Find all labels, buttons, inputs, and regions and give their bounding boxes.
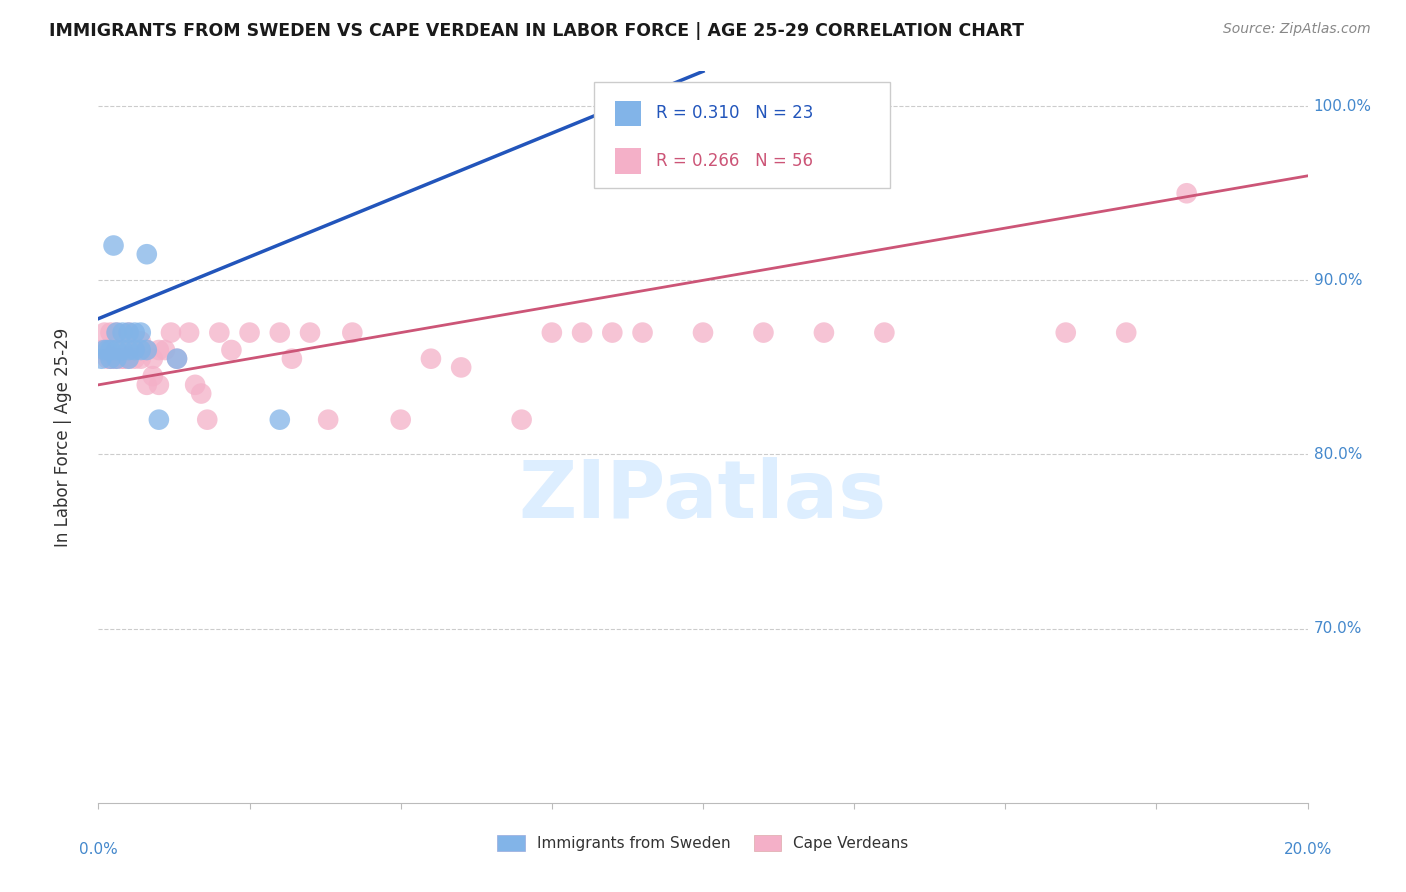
Point: [124, 326, 146, 340]
Point: [148, 377, 170, 392]
Point: [269, 326, 291, 340]
Point: [142, 351, 165, 366]
Point: [208, 326, 231, 340]
Point: [129, 343, 152, 357]
Point: [813, 326, 835, 340]
Point: [221, 343, 243, 357]
Point: [184, 377, 207, 392]
Point: [105, 326, 128, 340]
Point: [93, 326, 115, 340]
Point: [118, 326, 141, 340]
Text: IMMIGRANTS FROM SWEDEN VS CAPE VERDEAN IN LABOR FORCE | AGE 25-29 CORRELATION CH: IMMIGRANTS FROM SWEDEN VS CAPE VERDEAN I…: [49, 22, 1024, 40]
Point: [342, 326, 364, 340]
Point: [100, 343, 122, 357]
Point: [105, 351, 128, 366]
Point: [1054, 326, 1077, 340]
Y-axis label: In Labor Force | Age 25-29: In Labor Force | Age 25-29: [53, 327, 72, 547]
Point: [602, 326, 624, 340]
Point: [420, 351, 443, 366]
Legend: Immigrants from Sweden, Cape Verdeans: Immigrants from Sweden, Cape Verdeans: [491, 830, 915, 857]
Point: [692, 326, 714, 340]
Point: [100, 351, 122, 366]
Point: [142, 369, 165, 384]
Point: [118, 351, 141, 366]
Text: 0.0%: 0.0%: [79, 842, 118, 856]
Text: 100.0%: 100.0%: [1313, 99, 1372, 113]
Point: [124, 343, 146, 357]
Point: [124, 343, 146, 357]
Point: [135, 247, 157, 261]
Point: [299, 326, 322, 340]
Point: [631, 326, 654, 340]
Text: 80.0%: 80.0%: [1313, 447, 1362, 462]
Point: [166, 351, 188, 366]
Point: [111, 351, 134, 366]
Point: [90, 351, 112, 366]
Point: [118, 350, 141, 364]
Point: [1175, 186, 1198, 201]
Point: [135, 343, 157, 357]
Point: [90, 343, 112, 357]
Point: [873, 326, 896, 340]
Point: [100, 326, 122, 340]
Point: [105, 343, 128, 357]
Point: [135, 343, 157, 357]
Point: [118, 343, 141, 357]
Point: [129, 351, 152, 366]
Point: [1115, 326, 1137, 340]
Text: 20.0%: 20.0%: [1284, 842, 1331, 856]
Point: [124, 351, 146, 366]
Bar: [614, 148, 641, 174]
Point: [316, 412, 339, 426]
Point: [148, 343, 170, 357]
Point: [281, 351, 304, 366]
Point: [179, 326, 201, 340]
Point: [195, 412, 218, 426]
Point: [239, 326, 262, 340]
Point: [103, 351, 125, 366]
Point: [135, 377, 157, 392]
FancyBboxPatch shape: [595, 82, 890, 188]
Point: [111, 343, 134, 357]
Point: [96, 343, 118, 357]
Point: [450, 360, 472, 375]
Point: [96, 351, 118, 366]
Point: [510, 412, 533, 426]
Point: [93, 343, 115, 357]
Text: Source: ZipAtlas.com: Source: ZipAtlas.com: [1223, 22, 1371, 37]
Bar: [614, 101, 641, 127]
Point: [160, 326, 183, 340]
Point: [105, 326, 128, 340]
Text: R = 0.310   N = 23: R = 0.310 N = 23: [655, 104, 813, 122]
Point: [190, 386, 212, 401]
Point: [118, 351, 141, 366]
Point: [129, 326, 152, 340]
Point: [148, 412, 170, 426]
Point: [571, 326, 593, 340]
Point: [752, 326, 775, 340]
Point: [100, 351, 122, 366]
Point: [153, 343, 176, 357]
Point: [118, 326, 141, 340]
Text: 90.0%: 90.0%: [1313, 273, 1362, 288]
Point: [111, 326, 134, 340]
Point: [111, 351, 134, 366]
Point: [93, 343, 115, 357]
Text: ZIPatlas: ZIPatlas: [519, 457, 887, 534]
Point: [166, 351, 188, 366]
Text: R = 0.266   N = 56: R = 0.266 N = 56: [655, 152, 813, 170]
Point: [103, 238, 125, 252]
Point: [540, 326, 562, 340]
Point: [389, 412, 412, 426]
Point: [111, 343, 134, 357]
Point: [129, 334, 152, 349]
Point: [105, 343, 128, 357]
Text: 70.0%: 70.0%: [1313, 621, 1362, 636]
Point: [269, 412, 291, 426]
Point: [105, 351, 128, 366]
